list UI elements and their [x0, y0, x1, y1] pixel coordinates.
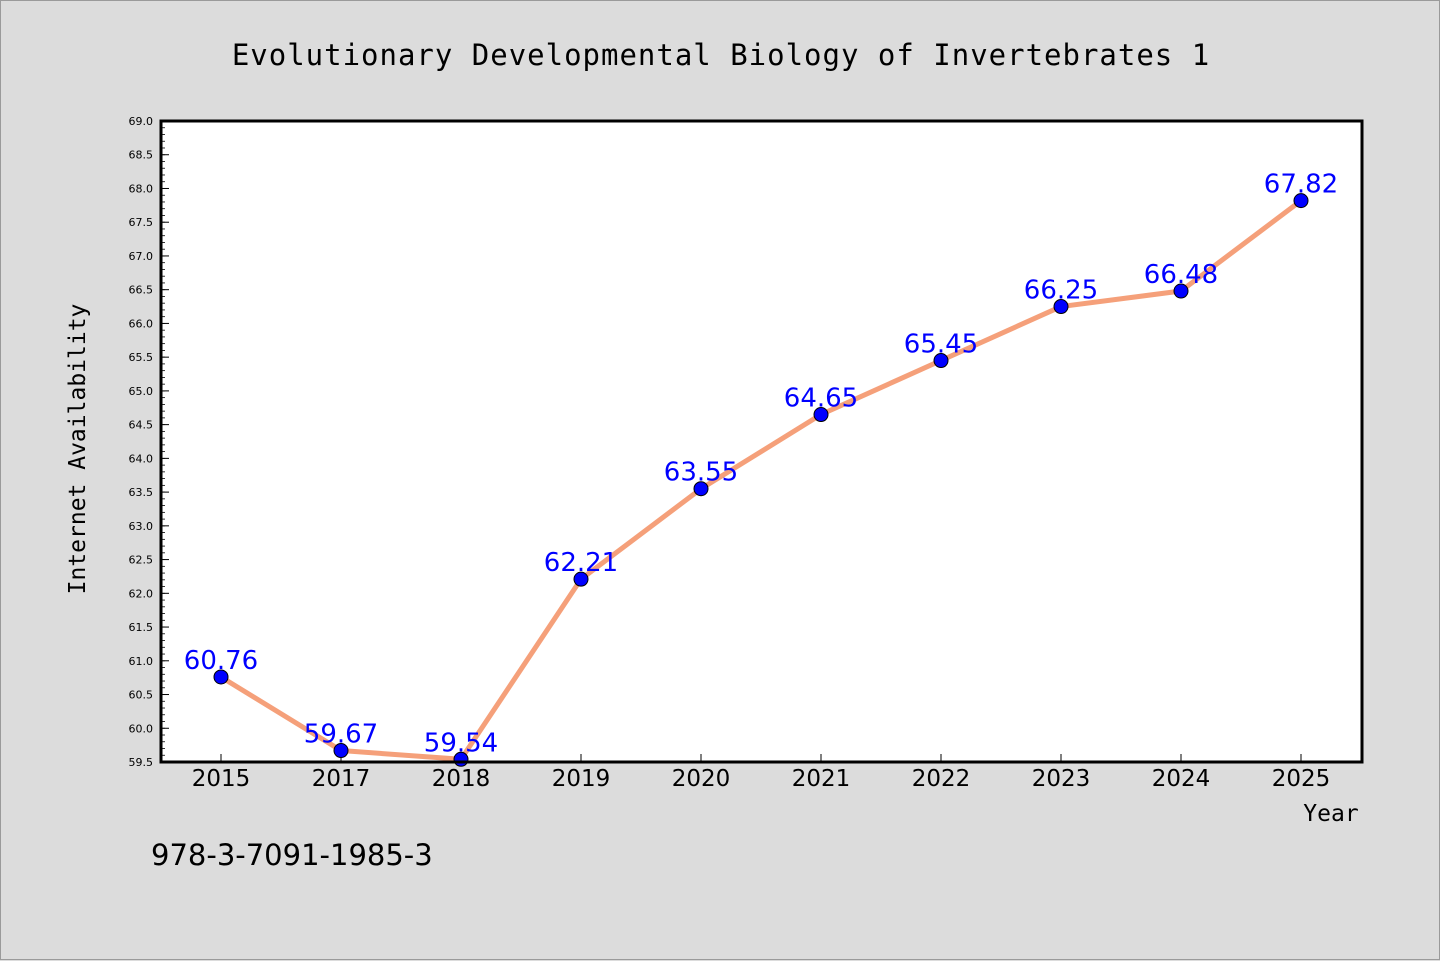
- x-tick-label: 2015: [192, 766, 251, 792]
- data-point: [813, 407, 829, 423]
- y-tick-label: 63.0: [129, 520, 154, 533]
- y-tick-label: 68.0: [129, 182, 154, 195]
- y-tick-label: 65.5: [129, 351, 154, 364]
- data-labels: 60.76 59.67 59.54 62.21 63.55 64.65 65.45 66.25…: [184, 170, 1338, 759]
- data-point: [1173, 283, 1189, 299]
- series-lines: [219, 198, 1303, 762]
- data-value-label: 59.54: [424, 728, 498, 758]
- series-line: [219, 198, 1303, 762]
- y-axis-label: Internet Availability: [65, 304, 91, 595]
- y-tick-label: 63.5: [129, 486, 154, 499]
- y-tick-label: 68.5: [129, 149, 154, 162]
- x-tick-label: 2020: [672, 766, 731, 792]
- y-tick-label: 61.0: [129, 655, 154, 668]
- x-tick-label: 2024: [1152, 766, 1211, 792]
- x-tick-label: 2018: [432, 766, 491, 792]
- data-value-label: 65.45: [904, 330, 978, 360]
- data-value-label: 66.48: [1144, 260, 1218, 290]
- y-tick-label: 64.0: [129, 452, 154, 465]
- chart-title: Evolutionary Developmental Biology of In…: [232, 38, 1210, 72]
- y-tick-label: 66.5: [129, 284, 154, 297]
- x-axis-label: Year: [1303, 801, 1358, 827]
- x-tick-label: 2017: [312, 766, 371, 792]
- data-point: [573, 571, 589, 587]
- y-tick-label: 67.0: [129, 250, 154, 263]
- x-axis-ticks: 2015 2017 2018 2019 2020 2021 2022 2023 2024 2025: [192, 754, 1331, 792]
- data-value-label: 59.67: [304, 720, 378, 750]
- data-point: [693, 481, 709, 497]
- x-tick-label: 2023: [1032, 766, 1091, 792]
- y-tick-label: 60.0: [129, 722, 154, 735]
- x-tick-label: 2022: [912, 766, 971, 792]
- data-value-label: 64.65: [784, 384, 858, 414]
- data-value-label: 60.76: [184, 646, 258, 676]
- data-value-label: 62.21: [544, 548, 618, 578]
- x-tick-label: 2019: [552, 766, 611, 792]
- data-value-label: 66.25: [1024, 276, 1098, 306]
- y-tick-label: 65.0: [129, 385, 154, 398]
- plot-frame: [159, 119, 1364, 764]
- y-axis-ticks: 59.5 60.0 60.5 61.0 61.5 62.0 62.5 63.0 63.5 64.0…: [129, 115, 169, 769]
- y-tick-label: 61.5: [129, 621, 154, 634]
- data-value-label: 67.82: [1264, 170, 1338, 200]
- y-tick-label: 60.5: [129, 689, 154, 702]
- y-tick-label: 62.0: [129, 587, 154, 600]
- data-point: [1053, 299, 1069, 315]
- x-tick-label: 2021: [792, 766, 851, 792]
- x-tick-label: 2025: [1272, 766, 1331, 792]
- y-tick-label: 64.5: [129, 419, 154, 432]
- y-tick-label: 69.0: [129, 115, 154, 128]
- data-value-label: 63.55: [664, 458, 738, 488]
- y-tick-label: 62.5: [129, 554, 154, 567]
- data-point: [213, 669, 229, 685]
- y-tick-label: 59.5: [129, 756, 154, 769]
- data-point: [933, 353, 949, 369]
- isbn-footer: 978-3-7091-1985-3: [151, 838, 433, 872]
- data-point: [1293, 193, 1309, 209]
- plot-area: [161, 121, 1362, 762]
- data-point: [333, 743, 349, 759]
- y-tick-label: 67.5: [129, 216, 154, 229]
- y-tick-label: 66.0: [129, 317, 154, 330]
